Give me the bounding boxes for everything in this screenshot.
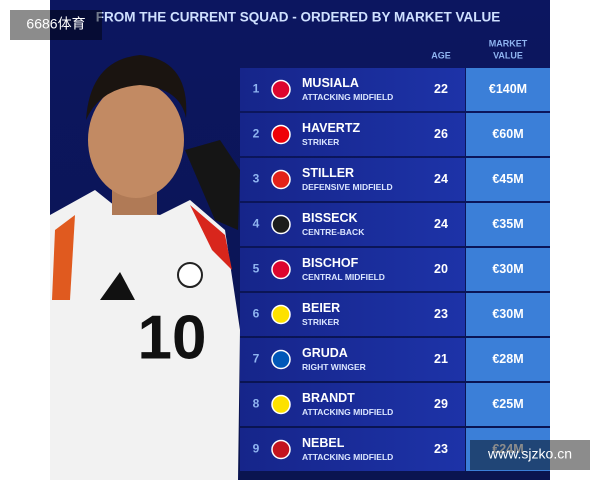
rank: 5 [253, 262, 260, 276]
player-name: BEIER [302, 301, 340, 315]
age: 22 [434, 82, 448, 96]
table: 1 MUSIALA ATTACKING MIDFIELD 22 €140M 2 HAVERT… [240, 68, 550, 471]
watermark-text: 6686体育 [26, 16, 85, 32]
club-badge [271, 304, 291, 325]
age: 23 [434, 442, 448, 456]
rank: 9 [253, 442, 260, 456]
position: STRIKER [302, 137, 339, 147]
watermark-text: www.sjzko.cn [487, 446, 572, 462]
club-badge [271, 124, 291, 145]
rank: 4 [253, 217, 260, 231]
rank: 7 [253, 352, 260, 366]
rank: 1 [253, 82, 260, 96]
position: CENTRAL MIDFIELD [302, 272, 385, 282]
position: DEFENSIVE MIDFIELD [302, 182, 393, 192]
age: 24 [434, 217, 448, 231]
player-name: BRANDT [302, 391, 355, 405]
player-name: NEBEL [302, 436, 345, 450]
value-cell [466, 158, 550, 201]
market-value: €140M [489, 82, 527, 96]
market-value: €28M [492, 352, 523, 366]
value-header: VALUE [493, 50, 523, 60]
player-name: BISCHOF [302, 256, 359, 270]
player-name: STILLER [302, 166, 354, 180]
market-value: €60M [492, 127, 523, 141]
value-cell [466, 113, 550, 156]
club-badge [271, 214, 291, 235]
club-badge [271, 79, 291, 100]
position: RIGHT WINGER [302, 362, 366, 372]
position: ATTACKING MIDFIELD [302, 407, 393, 417]
value-cell [466, 428, 550, 471]
value-cell [466, 293, 550, 336]
club-badge [271, 439, 291, 460]
position: CENTRE-BACK [302, 227, 365, 237]
age: 26 [434, 127, 448, 141]
player-name: MUSIALA [302, 76, 359, 90]
value-cell [466, 68, 550, 111]
market-value: €24M [492, 442, 523, 456]
age: 21 [434, 352, 448, 366]
value-header: MARKET [489, 38, 528, 48]
player-name: HAVERTZ [302, 121, 360, 135]
rank: 6 [253, 307, 260, 321]
market-value: €30M [492, 307, 523, 321]
position: STRIKER [302, 317, 339, 327]
rank: 2 [253, 127, 260, 141]
age: 29 [434, 397, 448, 411]
value-cell [466, 383, 550, 426]
club-badge [271, 349, 291, 370]
market-value: €30M [492, 262, 523, 276]
value-cell [466, 248, 550, 291]
value-cell [466, 203, 550, 246]
player-name: GRUDA [302, 346, 348, 360]
market-value: €25M [492, 397, 523, 411]
age: 24 [434, 172, 448, 186]
subtitle: FROM THE CURRENT SQUAD - ORDERED BY MARK… [96, 10, 501, 25]
player-figure: 10 [50, 55, 240, 480]
value-cell [466, 338, 550, 381]
age: 20 [434, 262, 448, 276]
market-value: €45M [492, 172, 523, 186]
shirt-number: 10 [138, 303, 207, 372]
club-badge [271, 394, 291, 415]
age: 23 [434, 307, 448, 321]
club-badge [271, 259, 291, 280]
rank: 8 [253, 397, 260, 411]
market-value: €35M [492, 217, 523, 231]
club-badge [271, 169, 291, 190]
position: ATTACKING MIDFIELD [302, 92, 393, 102]
player-name: BISSECK [302, 211, 358, 225]
watermark: 6686体育 www.sjzko.cn [10, 10, 590, 470]
rank: 3 [253, 172, 260, 186]
age-header: AGE [431, 50, 451, 60]
position: ATTACKING MIDFIELD [302, 452, 393, 462]
